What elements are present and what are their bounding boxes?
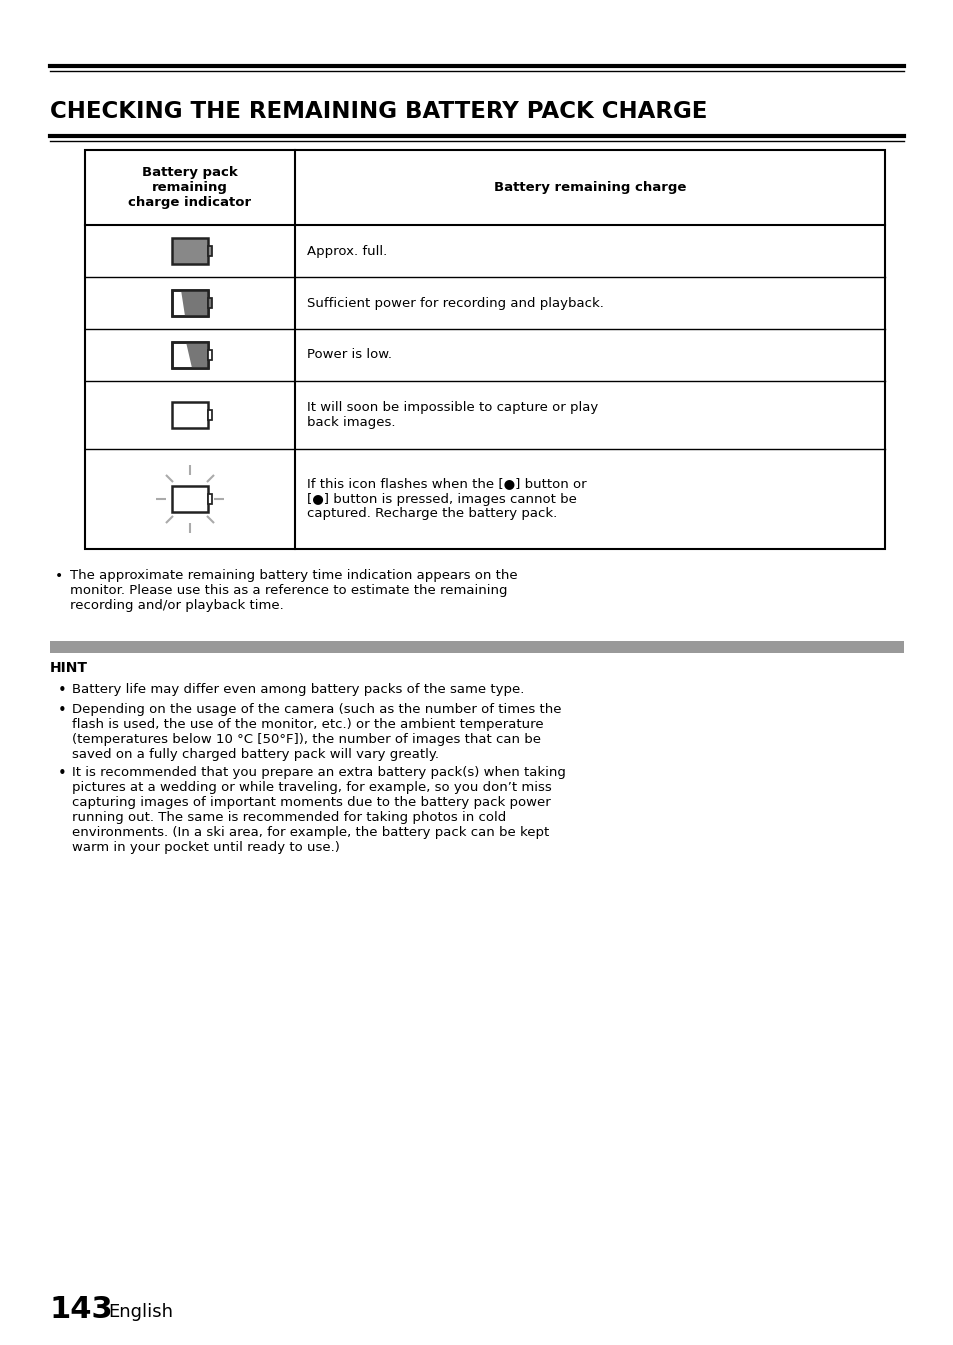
Text: •: • <box>58 703 67 718</box>
Bar <box>172 291 208 316</box>
Text: Approx. full.: Approx. full. <box>307 245 387 257</box>
Text: 143: 143 <box>50 1295 113 1323</box>
Text: It will soon be impossible to capture or play
back images.: It will soon be impossible to capture or… <box>307 401 598 429</box>
Bar <box>85 151 884 549</box>
Bar <box>208 299 212 308</box>
Text: Power is low.: Power is low. <box>307 348 392 362</box>
Bar <box>208 246 212 256</box>
Bar <box>208 494 212 504</box>
Text: The approximate remaining battery time indication appears on the
monitor. Please: The approximate remaining battery time i… <box>70 569 517 612</box>
Text: Sufficient power for recording and playback.: Sufficient power for recording and playb… <box>307 296 603 309</box>
Text: CHECKING THE REMAINING BATTERY PACK CHARGE: CHECKING THE REMAINING BATTERY PACK CHAR… <box>50 100 706 122</box>
Polygon shape <box>181 291 208 316</box>
Bar <box>172 486 208 512</box>
Text: Battery pack
remaining
charge indicator: Battery pack remaining charge indicator <box>129 165 252 208</box>
Bar <box>208 350 212 360</box>
Text: It is recommended that you prepare an extra battery pack(s) when taking
pictures: It is recommended that you prepare an ex… <box>71 767 565 854</box>
Text: •: • <box>55 569 63 582</box>
Bar <box>208 410 212 420</box>
Bar <box>50 642 903 654</box>
Bar <box>172 342 208 369</box>
Text: •: • <box>58 767 67 781</box>
Text: Depending on the usage of the camera (such as the number of times the
flash is u: Depending on the usage of the camera (su… <box>71 703 561 761</box>
Text: •: • <box>58 683 67 698</box>
Text: English: English <box>108 1303 172 1321</box>
Bar <box>172 238 208 264</box>
Text: Battery life may differ even among battery packs of the same type.: Battery life may differ even among batte… <box>71 683 524 695</box>
Text: HINT: HINT <box>50 660 88 675</box>
Text: Battery remaining charge: Battery remaining charge <box>494 182 685 194</box>
Bar <box>172 402 208 428</box>
Bar <box>172 291 208 316</box>
Polygon shape <box>186 342 208 369</box>
Text: If this icon flashes when the [●] button or
[●] button is pressed, images cannot: If this icon flashes when the [●] button… <box>307 477 586 521</box>
Bar <box>172 342 208 369</box>
